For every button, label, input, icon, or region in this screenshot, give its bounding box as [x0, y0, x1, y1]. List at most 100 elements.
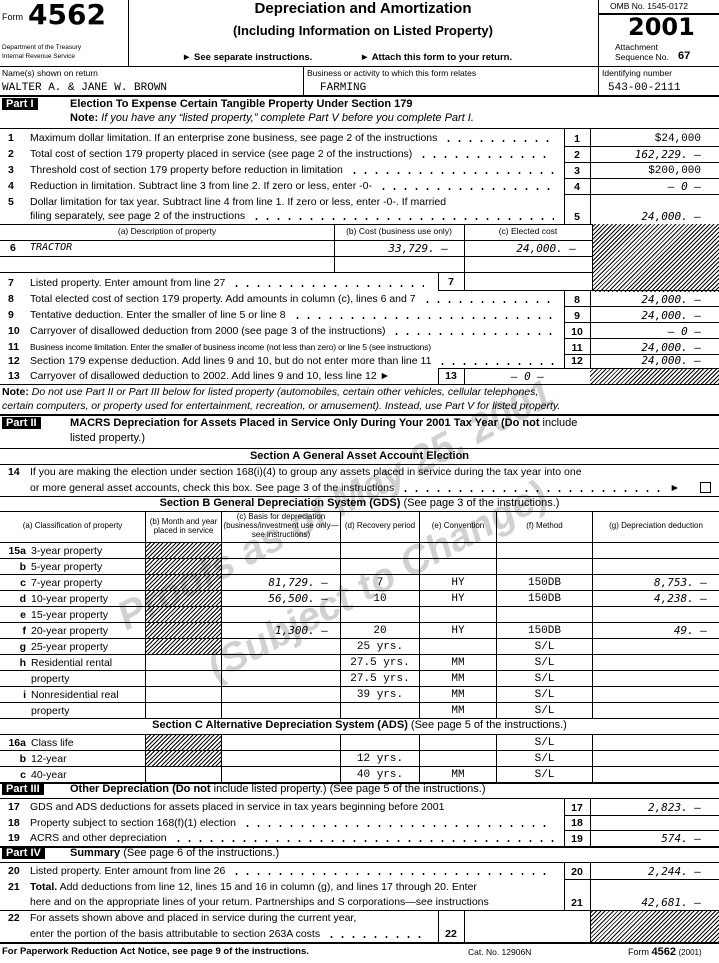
- elected-cost[interactable]: 24,000. –: [516, 242, 576, 255]
- property-description[interactable]: TRACTOR: [30, 242, 73, 253]
- line-17-value[interactable]: 2,823. –: [648, 801, 701, 814]
- cell-basis[interactable]: [222, 543, 341, 559]
- cell-basis[interactable]: [222, 671, 341, 687]
- cell-depreciation[interactable]: [593, 639, 719, 655]
- cell-month-year[interactable]: [146, 703, 222, 719]
- cell-convention[interactable]: MM: [420, 655, 497, 671]
- line-21-value[interactable]: 42,681. –: [641, 896, 701, 909]
- cell-recovery-period[interactable]: 25 yrs.: [341, 639, 420, 655]
- cell-recovery-period[interactable]: [341, 735, 420, 751]
- line-8-value[interactable]: 24,000. –: [641, 293, 701, 306]
- cell-month-year[interactable]: [146, 687, 222, 703]
- cell-recovery-period[interactable]: [341, 543, 420, 559]
- cell-method[interactable]: S/L: [497, 671, 593, 687]
- cell-method[interactable]: 150DB: [497, 623, 593, 639]
- cell-recovery-period[interactable]: 39 yrs.: [341, 687, 420, 703]
- line-2-value[interactable]: 162,229. –: [634, 148, 701, 161]
- cell-basis[interactable]: 56,500. –: [222, 591, 341, 607]
- property-cost[interactable]: 33,729. –: [388, 242, 448, 255]
- cell-convention[interactable]: MM: [420, 703, 497, 719]
- cell-basis[interactable]: [222, 559, 341, 575]
- cell-month-year[interactable]: [146, 607, 222, 623]
- cell-depreciation[interactable]: [593, 655, 719, 671]
- cell-depreciation[interactable]: [593, 735, 719, 751]
- cell-method[interactable]: [497, 607, 593, 623]
- cell-basis[interactable]: [222, 639, 341, 655]
- cell-basis[interactable]: 81,729. –: [222, 575, 341, 591]
- cell-depreciation[interactable]: [593, 703, 719, 719]
- cell-convention[interactable]: MM: [420, 687, 497, 703]
- cell-convention[interactable]: [420, 607, 497, 623]
- cell-convention[interactable]: [420, 751, 497, 767]
- line-13-value[interactable]: – 0 –: [510, 370, 544, 383]
- identifying-number[interactable]: 543-00-2111: [608, 82, 681, 94]
- cell-method[interactable]: S/L: [497, 655, 593, 671]
- cell-month-year[interactable]: [146, 559, 222, 575]
- cell-recovery-period[interactable]: 40 yrs.: [341, 767, 420, 783]
- line-3-value[interactable]: $200,000: [648, 165, 701, 177]
- cell-month-year[interactable]: [146, 751, 222, 767]
- cell-month-year[interactable]: [146, 623, 222, 639]
- cell-depreciation[interactable]: [593, 607, 719, 623]
- cell-month-year[interactable]: [146, 543, 222, 559]
- cell-month-year[interactable]: [146, 591, 222, 607]
- cell-method[interactable]: S/L: [497, 751, 593, 767]
- taxpayer-name[interactable]: WALTER A. & JANE W. BROWN: [2, 82, 168, 94]
- cell-method[interactable]: S/L: [497, 703, 593, 719]
- cell-basis[interactable]: 1,300. –: [222, 623, 341, 639]
- cell-basis[interactable]: [222, 703, 341, 719]
- cell-recovery-period[interactable]: [341, 607, 420, 623]
- line-19-value[interactable]: 574. –: [661, 832, 701, 845]
- business-activity[interactable]: FARMING: [320, 82, 367, 94]
- cell-depreciation[interactable]: 4,238. –: [593, 591, 719, 607]
- line-12-value[interactable]: 24,000. –: [641, 354, 701, 367]
- cell-basis[interactable]: [222, 687, 341, 703]
- cell-convention[interactable]: HY: [420, 591, 497, 607]
- cell-basis[interactable]: [222, 767, 341, 783]
- cell-method[interactable]: S/L: [497, 687, 593, 703]
- line-20-value[interactable]: 2,244. –: [648, 865, 701, 878]
- cell-month-year[interactable]: [146, 639, 222, 655]
- line-1-value[interactable]: $24,000: [654, 133, 701, 145]
- cell-recovery-period[interactable]: 27.5 yrs.: [341, 655, 420, 671]
- cell-convention[interactable]: [420, 559, 497, 575]
- cell-recovery-period[interactable]: [341, 703, 420, 719]
- cell-month-year[interactable]: [146, 575, 222, 591]
- cell-recovery-period[interactable]: [341, 559, 420, 575]
- cell-method[interactable]: [497, 559, 593, 575]
- general-asset-account-checkbox[interactable]: [700, 482, 711, 493]
- cell-basis[interactable]: [222, 607, 341, 623]
- line-18-value[interactable]: [590, 815, 719, 830]
- cell-convention[interactable]: [420, 543, 497, 559]
- cell-recovery-period[interactable]: 10: [341, 591, 420, 607]
- cell-depreciation[interactable]: 8,753. –: [593, 575, 719, 591]
- cell-method[interactable]: S/L: [497, 767, 593, 783]
- line-9-value[interactable]: 24,000. –: [641, 309, 701, 322]
- line-10-value[interactable]: – 0 –: [667, 325, 701, 338]
- line-11-value[interactable]: 24,000. –: [641, 341, 701, 354]
- cell-month-year[interactable]: [146, 671, 222, 687]
- cell-method[interactable]: S/L: [497, 735, 593, 751]
- cell-month-year[interactable]: [146, 767, 222, 783]
- cell-convention[interactable]: HY: [420, 623, 497, 639]
- cell-method[interactable]: S/L: [497, 639, 593, 655]
- cell-method[interactable]: 150DB: [497, 591, 593, 607]
- cell-depreciation[interactable]: [593, 767, 719, 783]
- cell-depreciation[interactable]: [593, 543, 719, 559]
- cell-method[interactable]: [497, 543, 593, 559]
- cell-basis[interactable]: [222, 751, 341, 767]
- cell-month-year[interactable]: [146, 655, 222, 671]
- line-5-value[interactable]: 24,000. –: [641, 210, 701, 223]
- cell-convention[interactable]: MM: [420, 671, 497, 687]
- cell-recovery-period[interactable]: 27.5 yrs.: [341, 671, 420, 687]
- cell-convention[interactable]: HY: [420, 575, 497, 591]
- cell-month-year[interactable]: [146, 735, 222, 751]
- cell-convention[interactable]: [420, 639, 497, 655]
- cell-convention[interactable]: [420, 735, 497, 751]
- cell-depreciation[interactable]: [593, 559, 719, 575]
- cell-depreciation[interactable]: [593, 671, 719, 687]
- cell-depreciation[interactable]: 49. –: [593, 623, 719, 639]
- cell-recovery-period[interactable]: 12 yrs.: [341, 751, 420, 767]
- cell-basis[interactable]: [222, 735, 341, 751]
- cell-depreciation[interactable]: [593, 751, 719, 767]
